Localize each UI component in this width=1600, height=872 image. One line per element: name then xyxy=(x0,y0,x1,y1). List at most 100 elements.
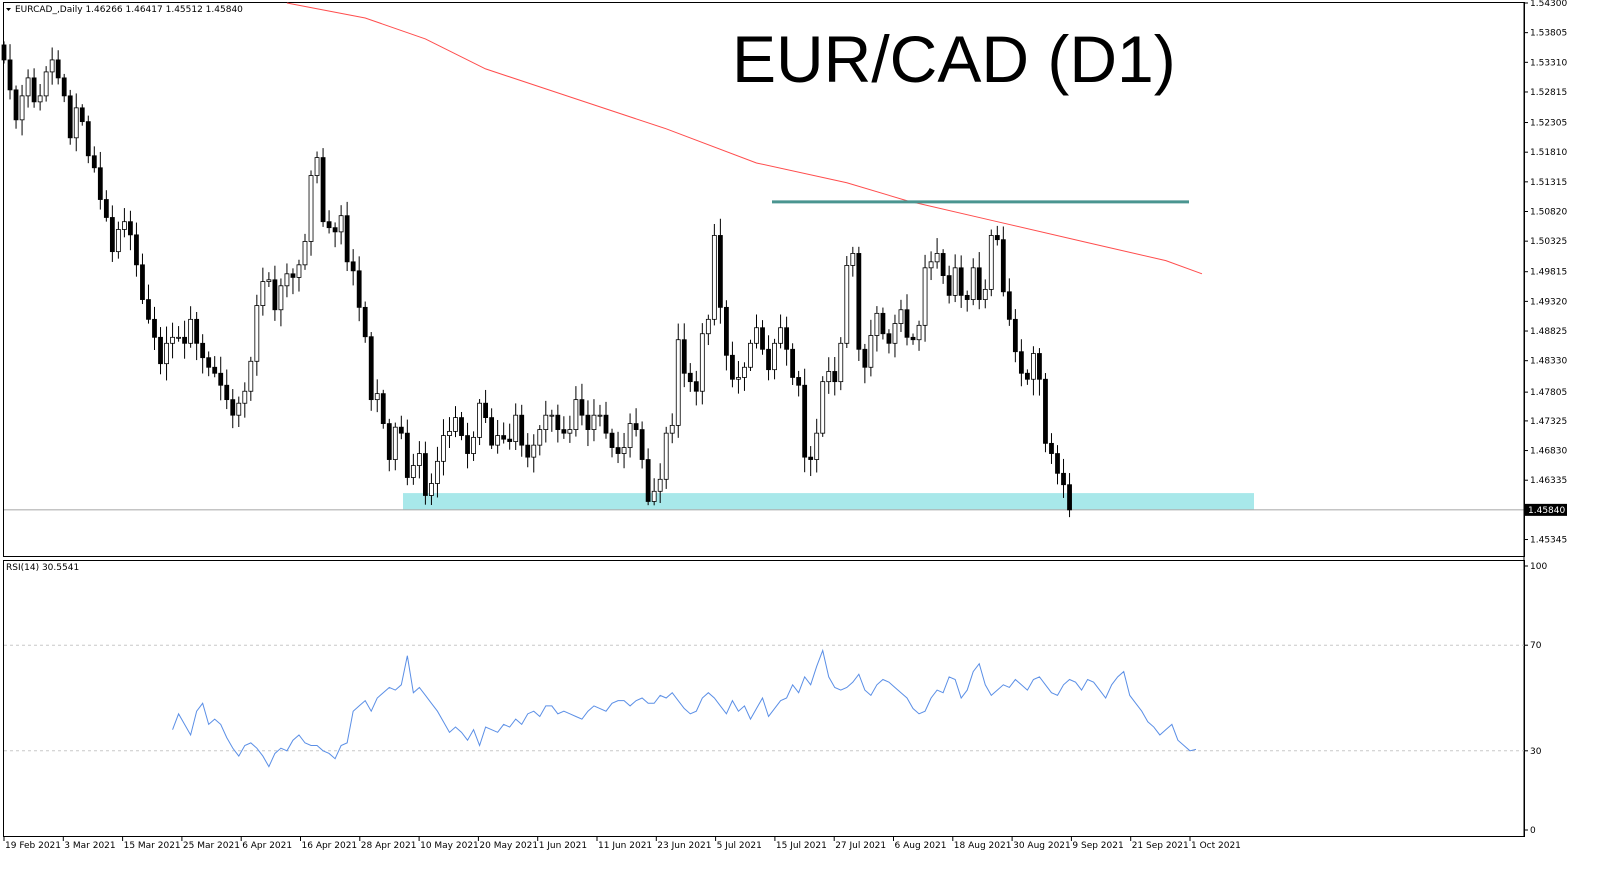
candle-body xyxy=(362,306,368,338)
candle-body xyxy=(194,318,200,344)
candle-body xyxy=(639,429,645,460)
candle-body xyxy=(477,402,482,438)
candle-body xyxy=(832,371,838,383)
candle-body xyxy=(946,275,952,296)
candle-body xyxy=(555,414,561,430)
candle-body xyxy=(826,371,832,383)
candle-body xyxy=(158,336,163,365)
date-axis: 19 Feb 2021 3 Mar 2021 15 Mar 2021 25 Mar 2… xyxy=(3,837,1241,851)
price-tick-label: 1.51810 xyxy=(1530,148,1567,158)
candle-body xyxy=(934,253,940,263)
candle-body xyxy=(67,95,73,139)
candle-body xyxy=(543,414,549,430)
candle-body xyxy=(1012,318,1018,353)
candle-body xyxy=(416,453,422,466)
candle-body xyxy=(1049,442,1054,454)
price-tick-label: 1.52305 xyxy=(1530,119,1567,129)
candle-body xyxy=(176,336,181,339)
candle-body xyxy=(404,432,410,478)
candle-body xyxy=(134,234,139,266)
candle-body xyxy=(122,221,127,230)
candle-body xyxy=(97,167,103,200)
candle-body xyxy=(537,429,543,446)
candle-body xyxy=(326,221,332,229)
candle-body xyxy=(988,235,994,290)
candle-body xyxy=(501,435,507,440)
price-tick-label: 1.53805 xyxy=(1530,29,1567,39)
candle-body xyxy=(1018,351,1024,374)
candle-body xyxy=(579,399,585,416)
candle-body xyxy=(1000,239,1006,293)
candle-body xyxy=(802,384,808,458)
candle-body xyxy=(525,444,531,458)
candle-body xyxy=(868,335,874,368)
candle-body xyxy=(1037,353,1042,380)
candle-body xyxy=(332,227,338,233)
candle-body xyxy=(760,327,765,350)
rsi-axis: 100 70 30 0 xyxy=(1524,562,1547,836)
candle-body xyxy=(453,417,458,432)
rsi-tick-label: 70 xyxy=(1530,641,1542,651)
candle-body xyxy=(55,59,61,79)
rsi-label: RSI(14) 30.5541 xyxy=(6,563,79,573)
candle-body xyxy=(308,175,314,242)
candle-body xyxy=(386,423,392,460)
candle-body xyxy=(693,381,699,392)
moving-average-line xyxy=(286,2,1203,275)
candle-body xyxy=(742,366,747,378)
date-tick-label: 6 Apr 2021 xyxy=(242,841,292,851)
candle-body xyxy=(1,44,7,61)
candle-body xyxy=(73,107,79,139)
date-tick-label: 25 Mar 2021 xyxy=(183,841,240,851)
date-tick-label: 30 Aug 2021 xyxy=(1013,841,1071,851)
candle-body xyxy=(1025,372,1030,380)
date-tick-label: 9 Sep 2021 xyxy=(1072,841,1123,851)
candle-body xyxy=(344,215,350,263)
candle-body xyxy=(790,348,796,378)
candle-body xyxy=(435,460,440,484)
candle-body xyxy=(705,318,711,335)
candle-body xyxy=(37,95,43,103)
candle-body xyxy=(1006,291,1012,320)
date-tick-label: 1 Jun 2021 xyxy=(539,841,587,851)
candle-body xyxy=(916,324,922,341)
date-tick-label: 6 Aug 2021 xyxy=(895,841,947,851)
candle-body xyxy=(1055,453,1060,474)
candle-body xyxy=(982,288,988,300)
price-tick-label: 1.47805 xyxy=(1530,388,1567,398)
candle-body xyxy=(711,235,717,320)
candle-body xyxy=(838,342,844,383)
rsi-tick-label: 100 xyxy=(1530,562,1547,572)
date-tick-label: 20 May 2021 xyxy=(479,841,538,851)
candle-body xyxy=(79,107,85,123)
price-tick-label: 1.47325 xyxy=(1530,417,1567,427)
candle-body xyxy=(266,279,272,282)
symbol-dropdown-icon[interactable] xyxy=(6,8,11,11)
candle-body xyxy=(392,426,398,460)
price-tick-label: 1.50325 xyxy=(1530,237,1567,247)
candle-body xyxy=(856,253,862,350)
candle-body xyxy=(338,215,344,233)
rsi-panel-frame xyxy=(3,560,1525,837)
candle-body xyxy=(206,357,212,368)
candle-body xyxy=(976,267,982,300)
candle-body xyxy=(862,348,868,368)
candle-body xyxy=(224,384,230,401)
candle-body xyxy=(597,414,603,417)
candle-body xyxy=(844,265,850,344)
candle-body xyxy=(374,393,380,401)
price-tick-label: 1.48825 xyxy=(1530,327,1567,337)
candle-body xyxy=(140,264,145,300)
candle-body xyxy=(778,327,783,344)
candle-body xyxy=(422,453,428,496)
candle-body xyxy=(699,333,705,392)
candle-body xyxy=(290,273,296,278)
candle-body xyxy=(254,305,260,362)
candle-body xyxy=(820,381,826,434)
date-tick-label: 5 Jul 2021 xyxy=(717,841,762,851)
candle-body xyxy=(651,490,657,502)
candle-body xyxy=(675,339,681,426)
candle-body xyxy=(19,95,25,121)
candle-body xyxy=(410,465,416,478)
